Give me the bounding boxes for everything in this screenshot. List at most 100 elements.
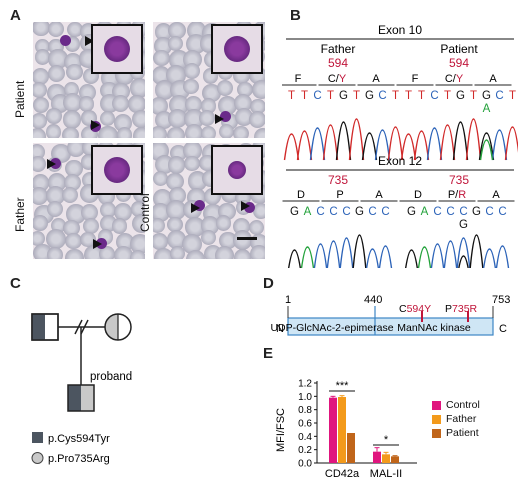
y-tick-label: 1.0: [298, 392, 312, 403]
legend-item-1: p.Cys594Tyr: [48, 433, 110, 445]
base-call: C: [329, 206, 337, 218]
base-call: C: [342, 206, 350, 218]
legend-patient-swatch: [432, 428, 441, 438]
trace-peak: [313, 243, 328, 268]
base-call: A: [421, 206, 429, 218]
amino-acid: A: [489, 73, 497, 85]
panel-label-c: C: [10, 275, 21, 292]
domain-mid: 440: [364, 294, 382, 306]
trace-peak: [361, 132, 378, 161]
trace-peak: [491, 129, 508, 161]
chart-ylabel: MFI/FSC: [275, 408, 287, 452]
y-tick-label: 0.2: [298, 445, 312, 456]
bar-chart: MFI/FSC 0.0 0.2 0.4 0.6 0.8 1.0 1.2 CD42a MAL-II…: [275, 379, 417, 480]
base-call: C: [495, 90, 503, 102]
trace-peak: [387, 126, 404, 161]
smear-control: [153, 143, 265, 259]
base-call: C: [381, 206, 389, 218]
trace-peak: [288, 249, 301, 268]
pedigree: proband p.Cys594Tyr p.Pro735Arg: [31, 313, 132, 465]
exon12-pos-right: 735: [449, 173, 469, 187]
trace-peak: [439, 124, 456, 161]
trace-peak: [400, 133, 417, 161]
base-call: C: [313, 90, 321, 102]
amino-acid: P/R: [448, 189, 466, 201]
base-call: C: [433, 206, 441, 218]
amino-acid: D: [414, 189, 422, 201]
base-call: C: [430, 90, 438, 102]
trace-peak: [504, 126, 518, 161]
exon10-pos-right: 594: [449, 56, 469, 70]
trace-peak: [478, 132, 495, 161]
base-call: C: [316, 206, 324, 218]
legend-father-label: Father: [446, 413, 477, 425]
trace-peak: [309, 127, 326, 161]
trace-peak: [326, 240, 341, 268]
base-call: G: [456, 90, 465, 102]
variant-base: G: [459, 219, 468, 231]
base-call: G: [339, 90, 348, 102]
panel-label-a: A: [10, 7, 21, 24]
legend-item-2: p.Pro735Arg: [48, 453, 110, 465]
amino-acid: C/Y: [328, 73, 347, 85]
base-call: G: [290, 206, 299, 218]
amino-acid: D: [297, 189, 305, 201]
trace-peak: [322, 124, 339, 161]
panel-label-b: B: [290, 7, 301, 24]
trace-peak: [348, 118, 365, 161]
trace-peak: [283, 133, 300, 161]
arrow-icon: [241, 201, 250, 211]
c-terminus: C: [499, 323, 507, 335]
domain-start: 1: [285, 294, 291, 306]
significance-marker: *: [384, 434, 389, 446]
legend-father-swatch: [432, 414, 441, 424]
exon12-father-trace: D P AG A C C C G C C: [282, 189, 398, 268]
base-call: C: [378, 90, 386, 102]
base-call: G: [355, 206, 364, 218]
base-call: C: [368, 206, 376, 218]
arrow-icon: [91, 120, 100, 130]
bar-MAL-II-Father: [382, 454, 390, 463]
panel-label-e: E: [263, 345, 274, 362]
scale-bar: [237, 237, 257, 240]
y-tick-label: 0.6: [298, 419, 312, 430]
y-tick-label: 0.4: [298, 432, 312, 443]
inset-zoom: [91, 24, 143, 74]
trace-peak: [296, 130, 313, 161]
base-call: G: [472, 206, 481, 218]
x-tick-label: MAL-II: [370, 468, 402, 480]
base-call: T: [405, 90, 412, 102]
legend-control: Control: [432, 399, 480, 411]
amino-acid: F: [412, 73, 419, 85]
trace-peak: [335, 121, 352, 161]
exon10-father-label: Father: [321, 42, 356, 56]
exon10-title: Exon 10: [378, 23, 422, 37]
base-call: G: [482, 90, 491, 102]
y-tick-label: 1.2: [298, 379, 312, 390]
legend-patient-label: Patient: [446, 427, 479, 439]
base-call: C: [459, 206, 467, 218]
legend-circle-icon: [31, 452, 44, 464]
trace-peak: [443, 240, 458, 268]
y-tick-label: 0.0: [298, 459, 312, 470]
exon10-father-trace: F C/Y AT T C T G T G C T: [282, 73, 404, 161]
exon12-title: Exon 12: [378, 154, 422, 168]
trace-peak: [469, 234, 484, 268]
base-call: T: [392, 90, 399, 102]
bar-CD42a-Father: [338, 397, 346, 463]
panel-label-d: D: [263, 275, 274, 292]
mother-symbol: [104, 313, 132, 341]
trace-peak: [456, 237, 471, 268]
legend-control-swatch: [432, 400, 441, 410]
base-call: T: [327, 90, 334, 102]
trace-peak: [465, 118, 482, 161]
trace-peak: [339, 237, 354, 268]
trace-peak: [378, 245, 393, 268]
trace-peak: [482, 248, 497, 268]
trace-peak: [405, 249, 418, 268]
significance-marker: ***: [336, 380, 350, 392]
trace-peak: [495, 245, 510, 268]
proband-symbol: [67, 384, 95, 412]
row-label-control: Control: [138, 193, 152, 232]
arrow-icon: [47, 159, 56, 169]
